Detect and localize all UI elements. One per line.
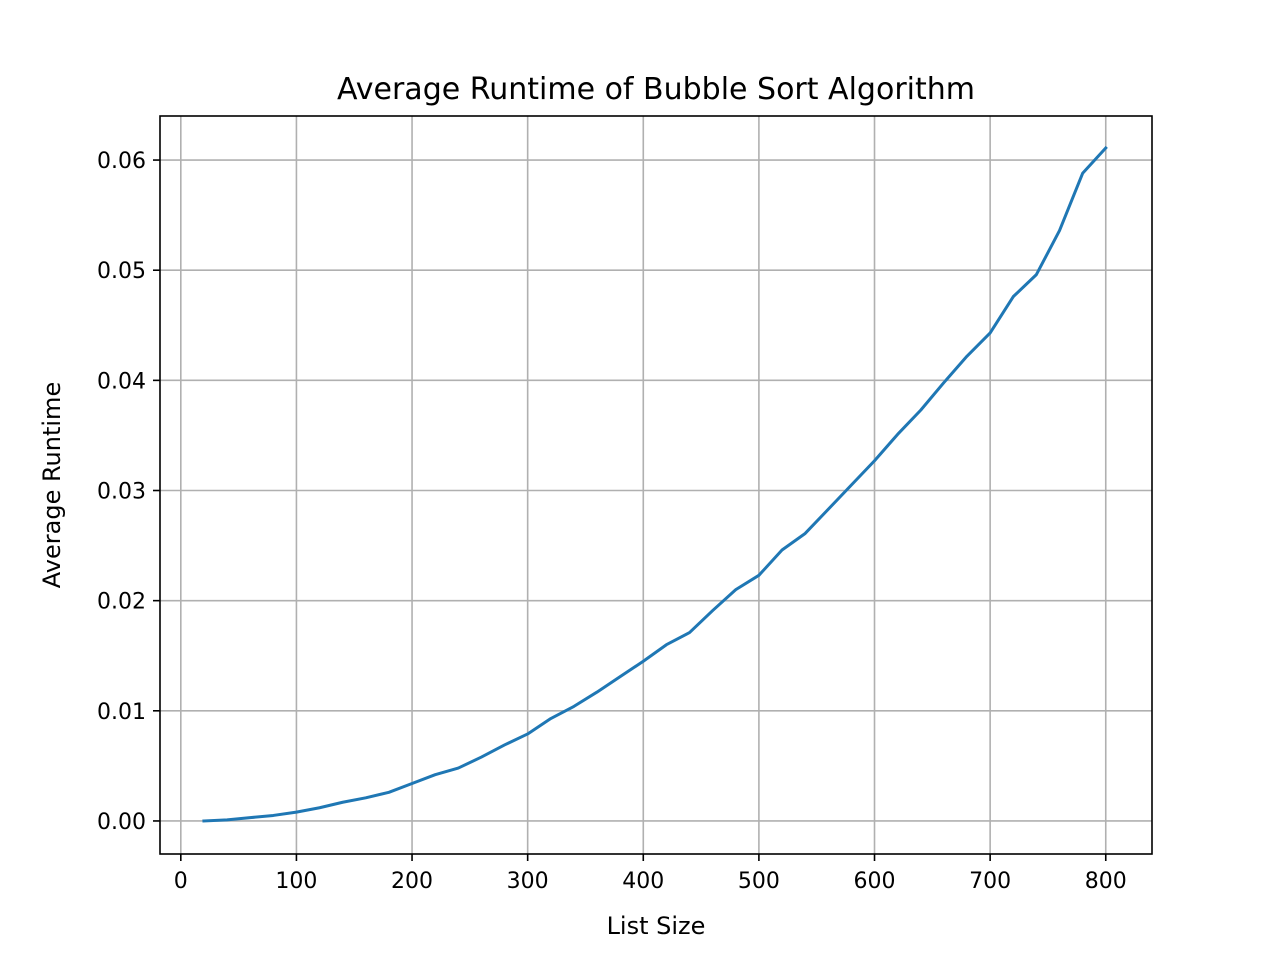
series-layer [202,145,1108,823]
y-tick-label: 0.02 [97,590,146,615]
chart-title: Average Runtime of Bubble Sort Algorithm [337,72,975,107]
x-axis-label: List Size [607,912,706,940]
y-axis-label: Average Runtime [38,382,66,588]
x-tick-label: 500 [738,869,780,894]
y-tick-label: 0.05 [97,259,146,284]
x-tick-label: 200 [391,869,433,894]
x-tick-label: 300 [507,869,549,894]
plot-area [160,116,1152,854]
y-tick-label: 0.06 [97,149,146,174]
x-tick-label: 400 [622,869,664,894]
y-tick-label: 0.00 [97,810,146,835]
x-tick-label: 700 [969,869,1011,894]
y-tick-label: 0.03 [97,480,146,505]
axes-frame [159,115,1153,855]
series-line [202,145,1108,823]
x-tick-label: 800 [1085,869,1127,894]
y-tick-label: 0.01 [97,700,146,725]
grid [160,116,1152,854]
x-tick-label: 0 [174,869,188,894]
ticks: 0 100 200 300 400 500 600 700 800 0.00 0.01 0.02 0.0… [97,149,1127,894]
x-tick-label: 600 [854,869,896,894]
y-tick-label: 0.04 [97,369,146,394]
x-tick-label: 100 [275,869,317,894]
